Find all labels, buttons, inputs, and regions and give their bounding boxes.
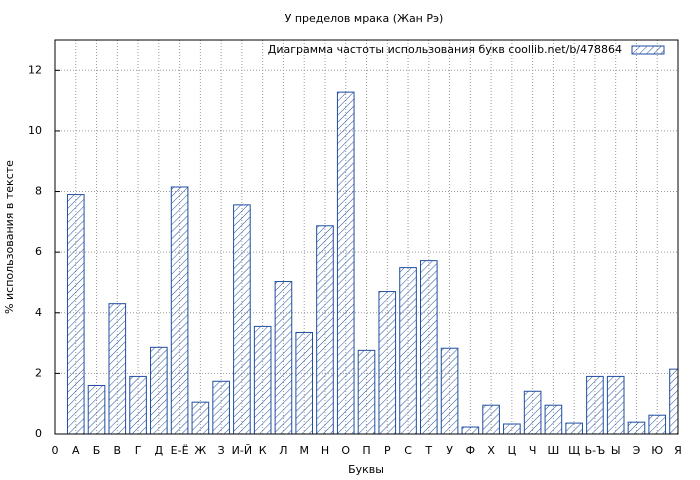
x-tick-label: 0 xyxy=(52,444,59,457)
x-tick-label: Ш xyxy=(548,444,560,457)
x-tick-label: Я xyxy=(674,444,682,457)
x-tick-label: Ц xyxy=(508,444,517,457)
bar xyxy=(503,423,521,434)
bar xyxy=(108,303,127,434)
x-tick-label: Х xyxy=(487,444,495,457)
x-tick-label: М xyxy=(299,444,309,457)
bar xyxy=(606,375,625,434)
bars xyxy=(66,91,678,434)
bar xyxy=(150,346,168,434)
x-tick-label: Ж xyxy=(194,444,206,457)
bar xyxy=(565,422,583,434)
x-tick-label: Р xyxy=(384,444,391,457)
bar xyxy=(419,260,438,434)
bar xyxy=(482,404,500,434)
bar xyxy=(212,380,230,434)
y-tick-label: 2 xyxy=(35,366,42,379)
x-tick-label: О xyxy=(341,444,350,457)
x-tick-label: Т xyxy=(424,444,432,457)
bar xyxy=(253,325,272,434)
bar xyxy=(66,194,85,434)
x-tick-label: Щ xyxy=(568,444,580,457)
x-tick-label: В xyxy=(114,444,122,457)
bar xyxy=(461,426,480,434)
x-tick-label: Э xyxy=(633,444,641,457)
plot-frame xyxy=(54,39,679,435)
x-tick-label: Ы xyxy=(611,444,621,457)
bar xyxy=(586,375,604,434)
x-tick-label: Л xyxy=(279,444,287,457)
x-tick-label: А xyxy=(72,444,80,457)
x-tick-label: Ч xyxy=(529,444,537,457)
y-tick-label: 6 xyxy=(35,245,42,258)
x-tick-label: Г xyxy=(135,444,142,457)
x-tick-label: З xyxy=(218,444,225,457)
bar xyxy=(233,204,251,434)
bar xyxy=(129,375,147,434)
bar xyxy=(170,186,189,434)
x-tick-label: К xyxy=(259,444,267,457)
y-axis-label: % использования в тексте xyxy=(3,160,16,314)
bar xyxy=(378,291,397,434)
x-tick-label: Д xyxy=(155,444,164,457)
bar xyxy=(274,281,293,434)
x-tick-label: С xyxy=(404,444,412,457)
bar xyxy=(191,401,210,434)
x-tick-label: Е-Ё xyxy=(171,444,189,457)
y-tick-label: 8 xyxy=(35,185,42,198)
y-tick-label: 0 xyxy=(35,427,42,440)
x-tick-label: У xyxy=(446,444,453,457)
y-tick-label: 12 xyxy=(28,63,42,76)
y-tick-label: 4 xyxy=(35,306,42,319)
x-tick-label: Ф xyxy=(466,444,475,457)
bar xyxy=(523,390,542,434)
bar xyxy=(87,385,106,434)
bar xyxy=(399,267,417,434)
bar xyxy=(627,421,646,434)
x-tick-label: И-Й xyxy=(232,444,252,457)
bar xyxy=(357,349,376,434)
x-tick-label: П xyxy=(362,444,370,457)
bar xyxy=(295,331,314,434)
bar xyxy=(316,225,334,434)
x-tick-label: Н xyxy=(321,444,329,457)
x-tick-label: Ь-Ъ xyxy=(585,444,606,457)
bar xyxy=(669,368,678,434)
chart-title: У пределов мрака (Жан Рэ) xyxy=(285,12,444,25)
legend-label: Диаграмма частоты использования букв coo… xyxy=(268,43,622,56)
bar xyxy=(648,414,667,434)
bar xyxy=(440,347,459,434)
x-axis-label: Буквы xyxy=(348,463,384,476)
x-tick-label: Ю xyxy=(651,444,663,457)
x-tick-label: Б xyxy=(93,444,101,457)
y-tick-label: 10 xyxy=(28,124,42,137)
bar xyxy=(336,91,355,434)
legend-swatch xyxy=(631,45,665,55)
bar xyxy=(544,404,563,434)
